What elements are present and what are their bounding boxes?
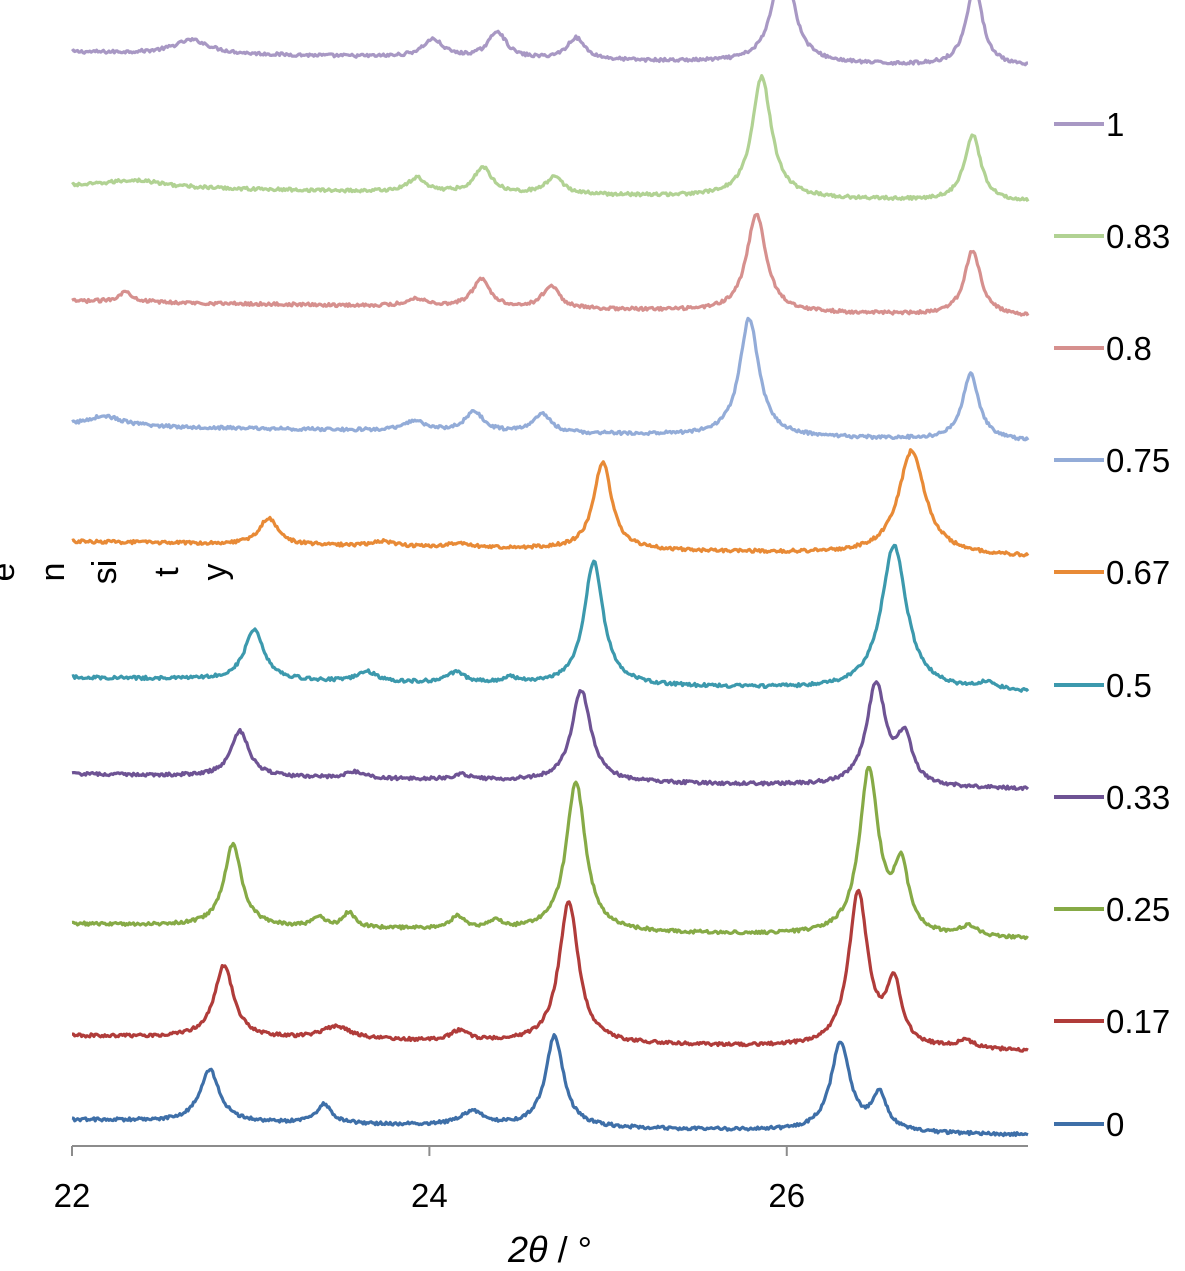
series-line-0.83	[71, 74, 1030, 203]
x-tick-label: 22	[54, 1177, 91, 1214]
legend-label-0.75: 0.75	[1106, 442, 1170, 479]
y-axis-label-fragment: si	[86, 560, 124, 585]
legend-label-0: 0	[1106, 1106, 1124, 1143]
y-axis-label-fragment: e	[0, 563, 22, 582]
x-axis-title: 2θ / °	[507, 1229, 592, 1270]
x-axis-unit: °	[578, 1229, 592, 1270]
y-axis-label-fragment: n	[34, 563, 72, 582]
y-axis-label-fragment: t	[148, 567, 186, 577]
legend-label-0.83: 0.83	[1106, 218, 1170, 255]
x-tick-label: 26	[768, 1177, 805, 1214]
series-line-0.5	[71, 543, 1030, 693]
y-axis-label-fragment: y	[196, 564, 234, 581]
legend-label-0.67: 0.67	[1106, 554, 1170, 591]
legend-label-0.25: 0.25	[1106, 891, 1170, 928]
series-line-0.8	[71, 212, 1030, 317]
legend: 1 0.83 0.8 0.75 0.67 0.5 0.33 0.25 0.17 0	[1054, 106, 1170, 1143]
series-line-0.17	[71, 888, 1029, 1053]
series-layer	[71, 0, 1030, 1138]
series-line-1	[71, 0, 1029, 67]
legend-label-1: 1	[1106, 106, 1124, 143]
x-axis-symbol: 2θ	[507, 1229, 548, 1270]
legend-label-0.5: 0.5	[1106, 667, 1152, 704]
series-line-0.25	[71, 765, 1029, 941]
series-line-0.67	[71, 448, 1030, 558]
legend-label-0.33: 0.33	[1106, 779, 1170, 816]
y-axis-label: ensi ty	[0, 560, 234, 585]
series-line-0.75	[71, 316, 1030, 442]
x-ticks: 22 24 26	[54, 1146, 805, 1214]
x-tick-label: 24	[411, 1177, 448, 1214]
series-line-0.33	[71, 680, 1030, 791]
legend-label-0.17: 0.17	[1106, 1003, 1170, 1040]
series-line-0	[71, 1033, 1029, 1138]
legend-label-0.8: 0.8	[1106, 330, 1152, 367]
